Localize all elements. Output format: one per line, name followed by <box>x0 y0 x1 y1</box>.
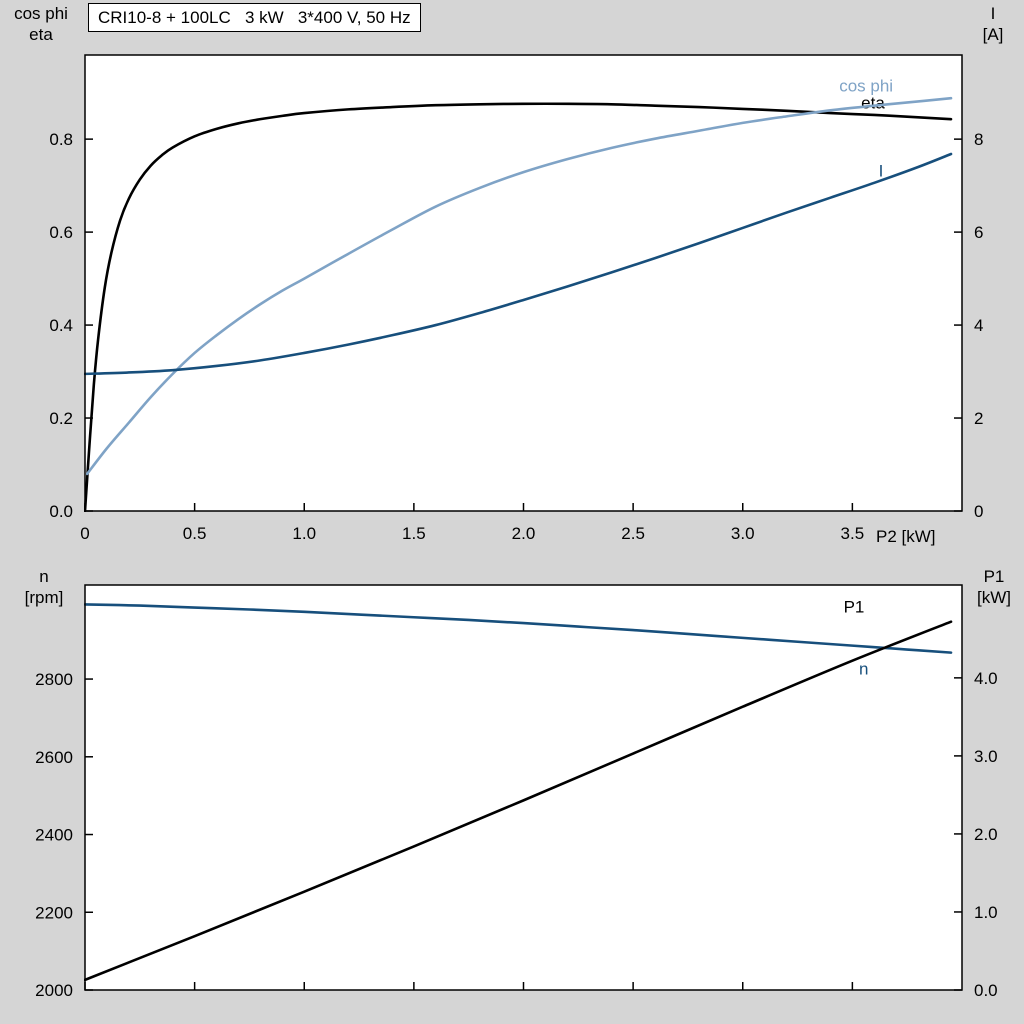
left-tick-label: 0.0 <box>49 502 73 521</box>
x-tick-label: 0.5 <box>183 524 207 543</box>
right-tick-label: 0 <box>974 502 983 521</box>
left-tick-label: 2200 <box>35 903 73 922</box>
left-tick-label: 0.8 <box>49 130 73 149</box>
curve-label-eta: eta <box>861 93 885 112</box>
right-tick-label: 6 <box>974 223 983 242</box>
plot-area-0 <box>85 55 962 511</box>
right-tick-label: 3.0 <box>974 747 998 766</box>
curve-cos-phi <box>85 96 953 476</box>
x-tick-label: 2.0 <box>512 524 536 543</box>
curve-label-I: I <box>879 161 884 180</box>
plot-border-1 <box>84 584 963 991</box>
left-tick-label: 2000 <box>35 981 73 1000</box>
right-tick-label: 2.0 <box>974 825 998 844</box>
right-tick-label: 4.0 <box>974 669 998 688</box>
x-tick-label: 0 <box>80 524 89 543</box>
curve-label-cos-phi: cos phi <box>839 76 893 95</box>
x-tick-label: 3.0 <box>731 524 755 543</box>
right-tick-label: 0.0 <box>974 981 998 1000</box>
curve-n <box>84 603 953 654</box>
right-tick-label: 8 <box>974 130 983 149</box>
left-tick-label: 2800 <box>35 670 73 689</box>
right-tick-label: 1.0 <box>974 903 998 922</box>
right-tick-label: 2 <box>974 409 983 428</box>
plot-area-1 <box>85 585 962 990</box>
x-tick-label: 1.0 <box>292 524 316 543</box>
x-tick-label: 3.5 <box>841 524 865 543</box>
x-tick-label: 1.5 <box>402 524 426 543</box>
x-tick-label: 2.5 <box>621 524 645 543</box>
left-tick-label: 2400 <box>35 826 73 845</box>
curve-label-P1: P1 <box>844 597 865 616</box>
right-tick-label: 4 <box>974 316 983 335</box>
plot-border-0 <box>84 54 963 512</box>
left-tick-label: 0.4 <box>49 316 73 335</box>
left-tick-label: 0.2 <box>49 409 73 428</box>
left-tick-label: 2600 <box>35 748 73 767</box>
curve-eta <box>84 102 953 512</box>
curve-P1 <box>84 620 953 982</box>
curve-label-n: n <box>859 659 868 678</box>
curve-I <box>84 152 953 376</box>
left-tick-label: 0.6 <box>49 223 73 242</box>
